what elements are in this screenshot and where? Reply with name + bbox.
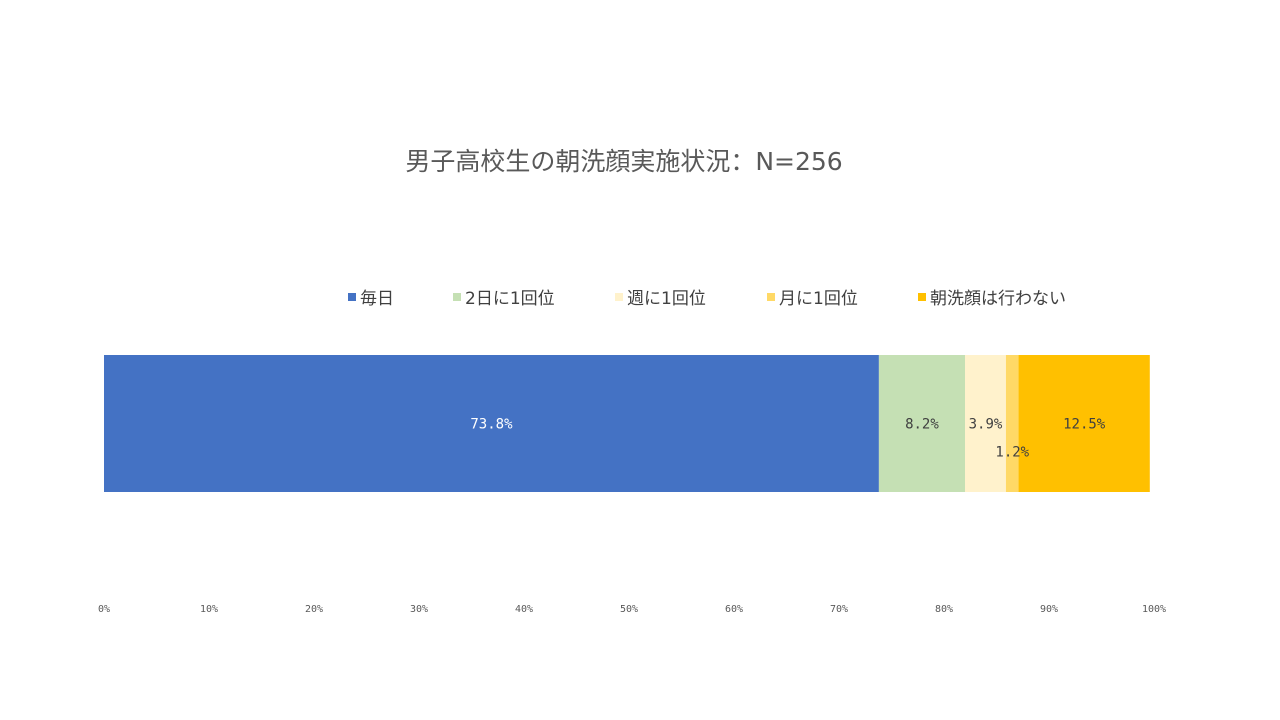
legend-swatch [615, 293, 623, 301]
bar-segment [965, 355, 1006, 492]
x-axis: 0% 10% 20% 30% 40% 50% 60% 70% 80% 90% 100% [98, 604, 1166, 615]
legend-label: 週に1回位 [627, 289, 706, 309]
bar-segment [1018, 355, 1150, 492]
data-label: 8.2% [905, 417, 939, 433]
legend-item: 週に1回位 [615, 289, 706, 309]
data-label: 12.5% [1063, 417, 1106, 433]
x-tick-label: 70% [830, 604, 848, 615]
legend-swatch [348, 293, 356, 301]
legend-label: 月に1回位 [779, 289, 858, 309]
legend-item: 2日に1回位 [453, 289, 555, 309]
legend: 毎日 2日に1回位 週に1回位 月に1回位 朝洗顔は行わない [348, 289, 1066, 309]
x-tick-label: 40% [515, 604, 533, 615]
x-tick-label: 50% [620, 604, 638, 615]
data-label: 73.8% [470, 417, 513, 433]
x-tick-label: 60% [725, 604, 743, 615]
x-tick-label: 100% [1142, 604, 1166, 615]
legend-swatch [767, 293, 775, 301]
bar-segment [878, 355, 965, 492]
legend-swatch [453, 293, 461, 301]
x-tick-label: 80% [935, 604, 953, 615]
legend-label: 毎日 [360, 289, 394, 309]
data-labels: 73.8% 8.2% 3.9% 1.2% 12.5% [470, 417, 1105, 461]
legend-label: 2日に1回位 [465, 289, 555, 309]
x-tick-label: 10% [200, 604, 218, 615]
x-tick-label: 20% [305, 604, 323, 615]
data-label: 3.9% [969, 417, 1003, 433]
x-tick-label: 90% [1040, 604, 1058, 615]
bar-segment [104, 355, 879, 492]
legend-swatch [918, 293, 926, 301]
legend-label: 朝洗顔は行わない [930, 289, 1066, 309]
bar-segment [1005, 355, 1019, 492]
legend-item: 毎日 [348, 289, 394, 309]
legend-item: 朝洗顔は行わない [918, 289, 1066, 309]
bar-segments [104, 355, 1150, 492]
x-tick-label: 30% [410, 604, 428, 615]
data-label: 1.2% [995, 445, 1029, 461]
legend-item: 月に1回位 [767, 289, 858, 309]
chart-title: 男子高校生の朝洗顔実施状況：N=256 [405, 147, 842, 176]
x-tick-label: 0% [98, 604, 110, 615]
